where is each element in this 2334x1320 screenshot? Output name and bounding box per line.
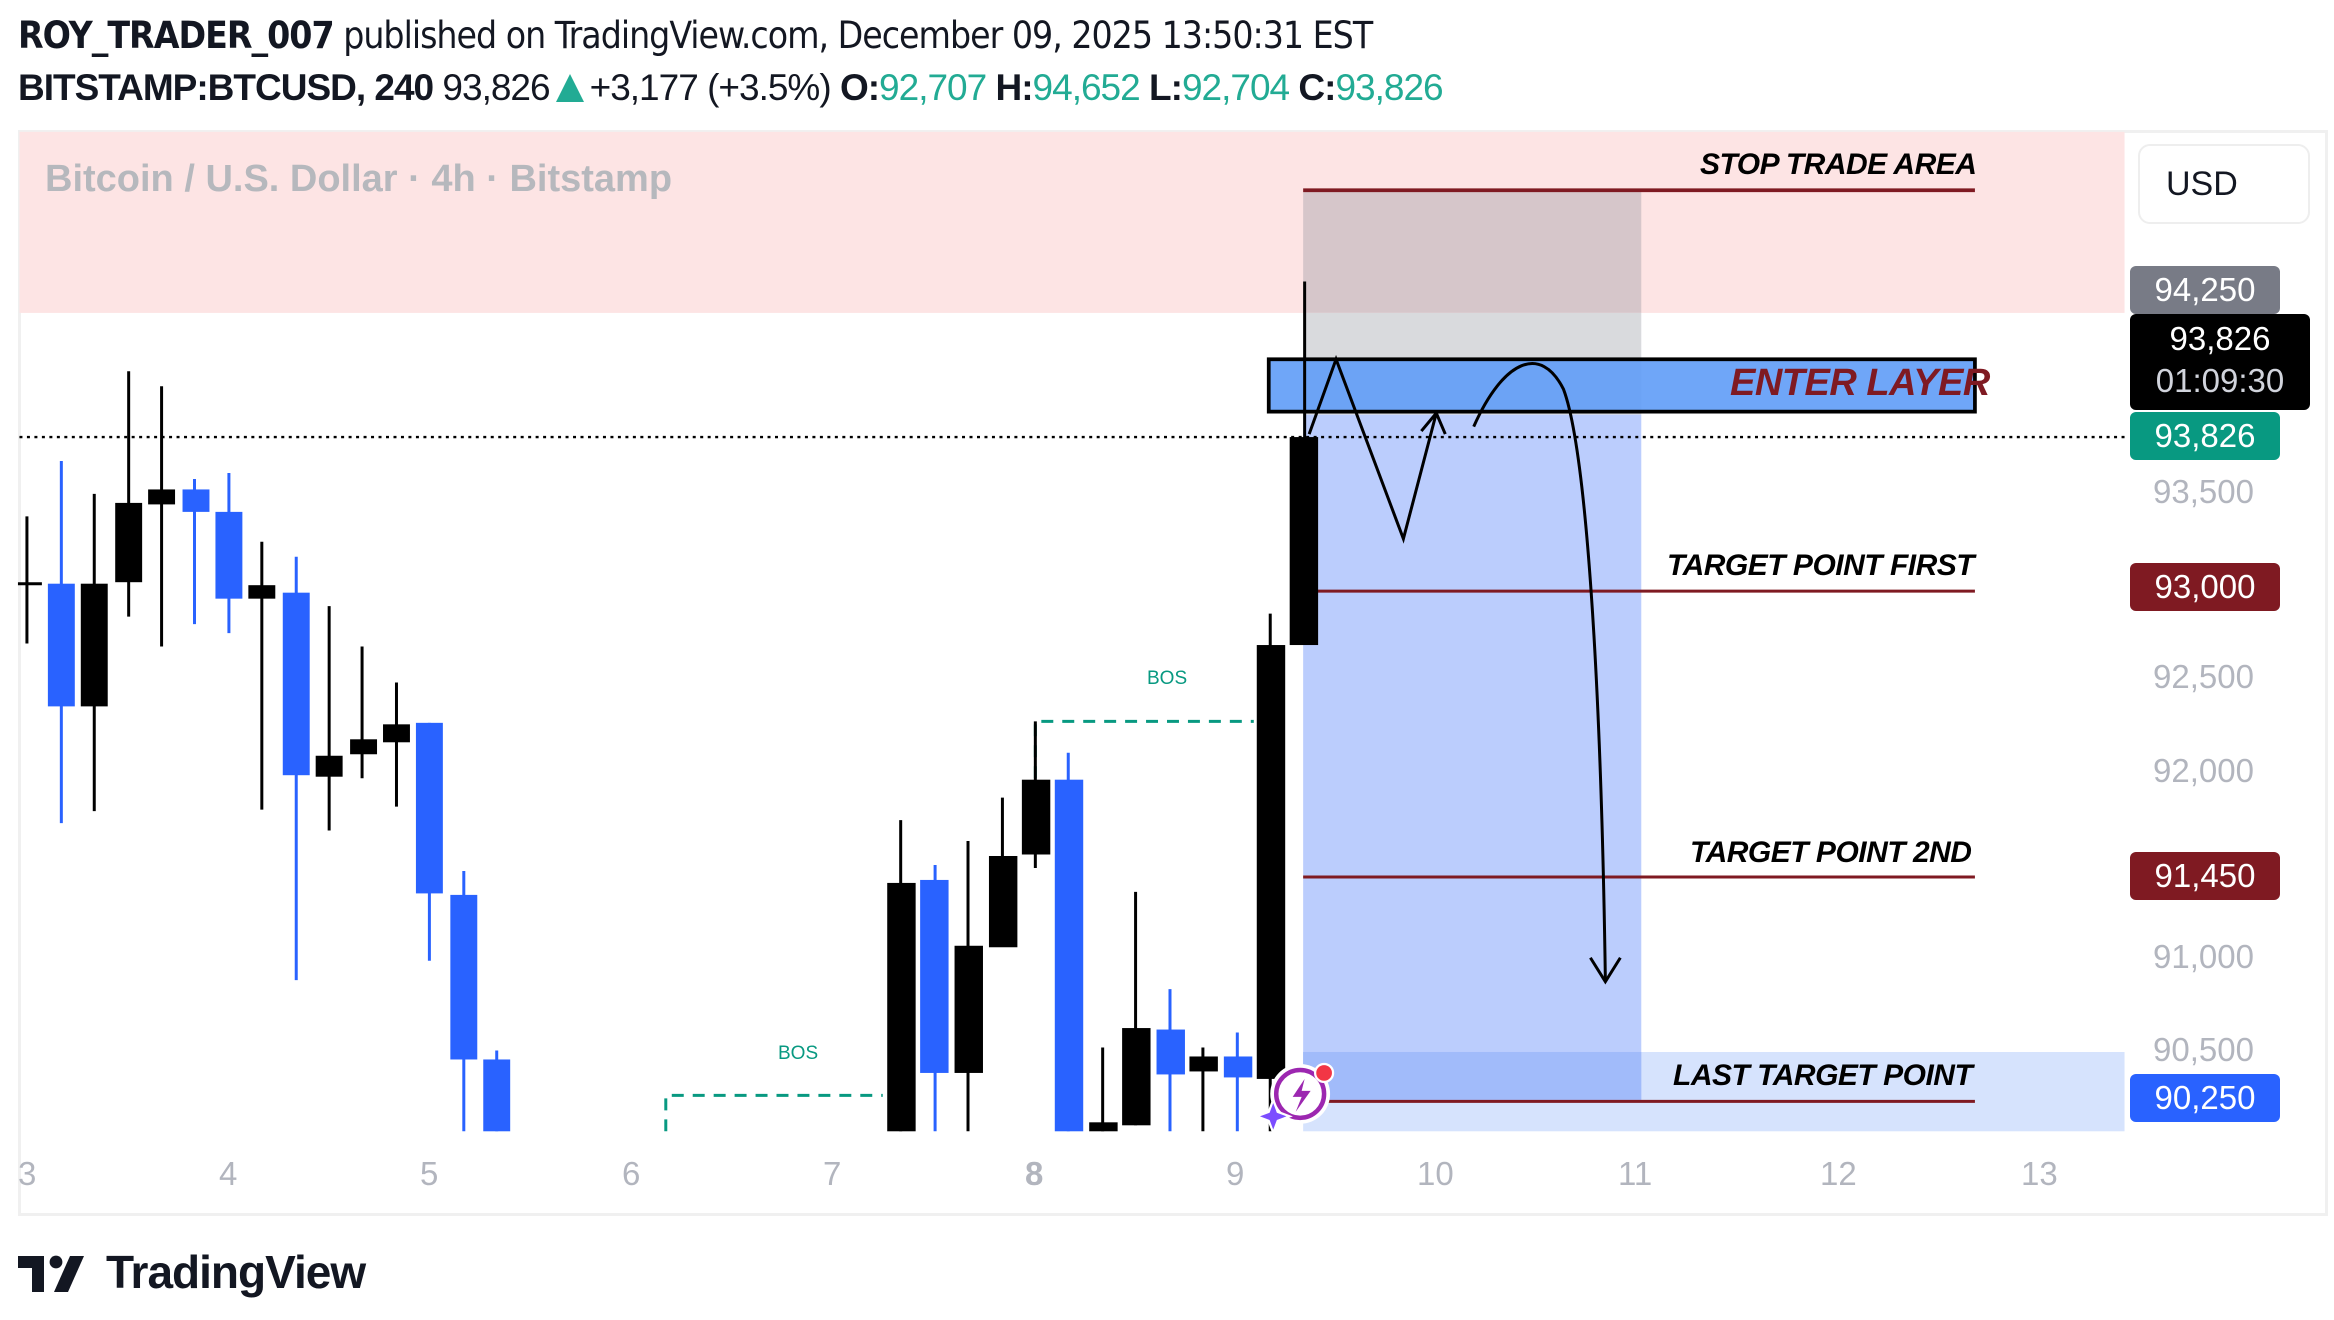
- last-target-label[interactable]: LAST TARGET POINT: [1673, 1059, 1973, 1092]
- open-value: 92,707: [879, 67, 987, 108]
- bar-countdown: 01:09:30: [2155, 362, 2285, 399]
- chart-frame: [18, 130, 2328, 1216]
- time-tick: 7: [823, 1155, 842, 1192]
- symbol-label: BITSTAMP:BTCUSD, 240: [18, 67, 434, 108]
- time-tick: 11: [1618, 1155, 1653, 1192]
- close-value: 93,826: [1335, 67, 1443, 108]
- chart-watermark: Bitcoin / U.S. Dollar · 4h · Bitstamp: [45, 158, 673, 200]
- last-target-price-tag: 90,250: [2130, 1074, 2280, 1122]
- target-first-label[interactable]: TARGET POINT FIRST: [1667, 549, 1975, 582]
- close-label: C:: [1298, 67, 1336, 108]
- time-tick: 4: [219, 1155, 238, 1192]
- price-change: +3,177 (+3.5%): [589, 67, 832, 108]
- current-price: 93,826: [2169, 320, 2271, 357]
- price-tick: 92,500: [2153, 658, 2254, 695]
- low-label: L:: [1149, 67, 1183, 108]
- price-tick: 91,000: [2153, 938, 2254, 975]
- stop-trade-area-label[interactable]: STOP TRADE AREA: [1700, 148, 1977, 181]
- price-tick: 93,500: [2153, 473, 2254, 510]
- enter-layer-label[interactable]: ENTER LAYER: [1730, 362, 1990, 404]
- price-tick: 92,000: [2153, 752, 2254, 789]
- time-tick: 10: [1417, 1155, 1454, 1192]
- published-text: published on TradingView.com, December 0…: [343, 14, 1373, 57]
- target-2nd-price-tag: 91,450: [2130, 852, 2280, 900]
- price-tick: 90,500: [2153, 1031, 2254, 1068]
- stop-zone: [19, 131, 2125, 313]
- current-price-tag: 93,826 01:09:30: [2130, 314, 2310, 410]
- last-price: 93,826: [442, 67, 550, 108]
- candles: [17, 281, 1319, 1132]
- author-name[interactable]: ROY_TRADER_007: [18, 14, 335, 57]
- currency-button[interactable]: USD: [2138, 144, 2310, 224]
- stop-price-tag: 94,250: [2130, 266, 2280, 314]
- bos-label-1[interactable]: BOS: [778, 1043, 819, 1064]
- enter-layer-box: [1266, 357, 1977, 414]
- time-tick: 8: [1025, 1155, 1044, 1192]
- time-tick: 6: [622, 1155, 641, 1192]
- brand-name: TradingView: [106, 1246, 366, 1298]
- target-2nd-label[interactable]: TARGET POINT 2ND: [1690, 836, 1972, 869]
- target-first-price-tag: 93,000: [2130, 563, 2280, 611]
- high-value: 94,652: [1032, 67, 1141, 108]
- symbol-info: BITSTAMP:BTCUSD, 240 93,826 +3,177 (+3.5%…: [18, 64, 1444, 112]
- time-tick: 5: [420, 1155, 439, 1192]
- high-label: H:: [995, 67, 1034, 108]
- time-tick: 13: [2021, 1155, 2058, 1192]
- last-price-tag: 93,826: [2130, 412, 2280, 460]
- low-value: 92,704: [1181, 67, 1290, 108]
- time-tick: 12: [1820, 1155, 1857, 1192]
- bos-label-2[interactable]: BOS: [1147, 668, 1188, 689]
- time-tick: 3: [18, 1155, 37, 1192]
- up-triangle-icon: [555, 74, 584, 102]
- tradingview-logo[interactable]: TradingView: [18, 1245, 366, 1299]
- open-label: O:: [839, 67, 880, 108]
- tradingview-logo-icon: [18, 1255, 84, 1292]
- assistant-icon: [1253, 1062, 1335, 1136]
- time-tick: 9: [1226, 1155, 1245, 1192]
- publish-info: ROY_TRADER_007 published on TradingView.…: [18, 12, 1373, 60]
